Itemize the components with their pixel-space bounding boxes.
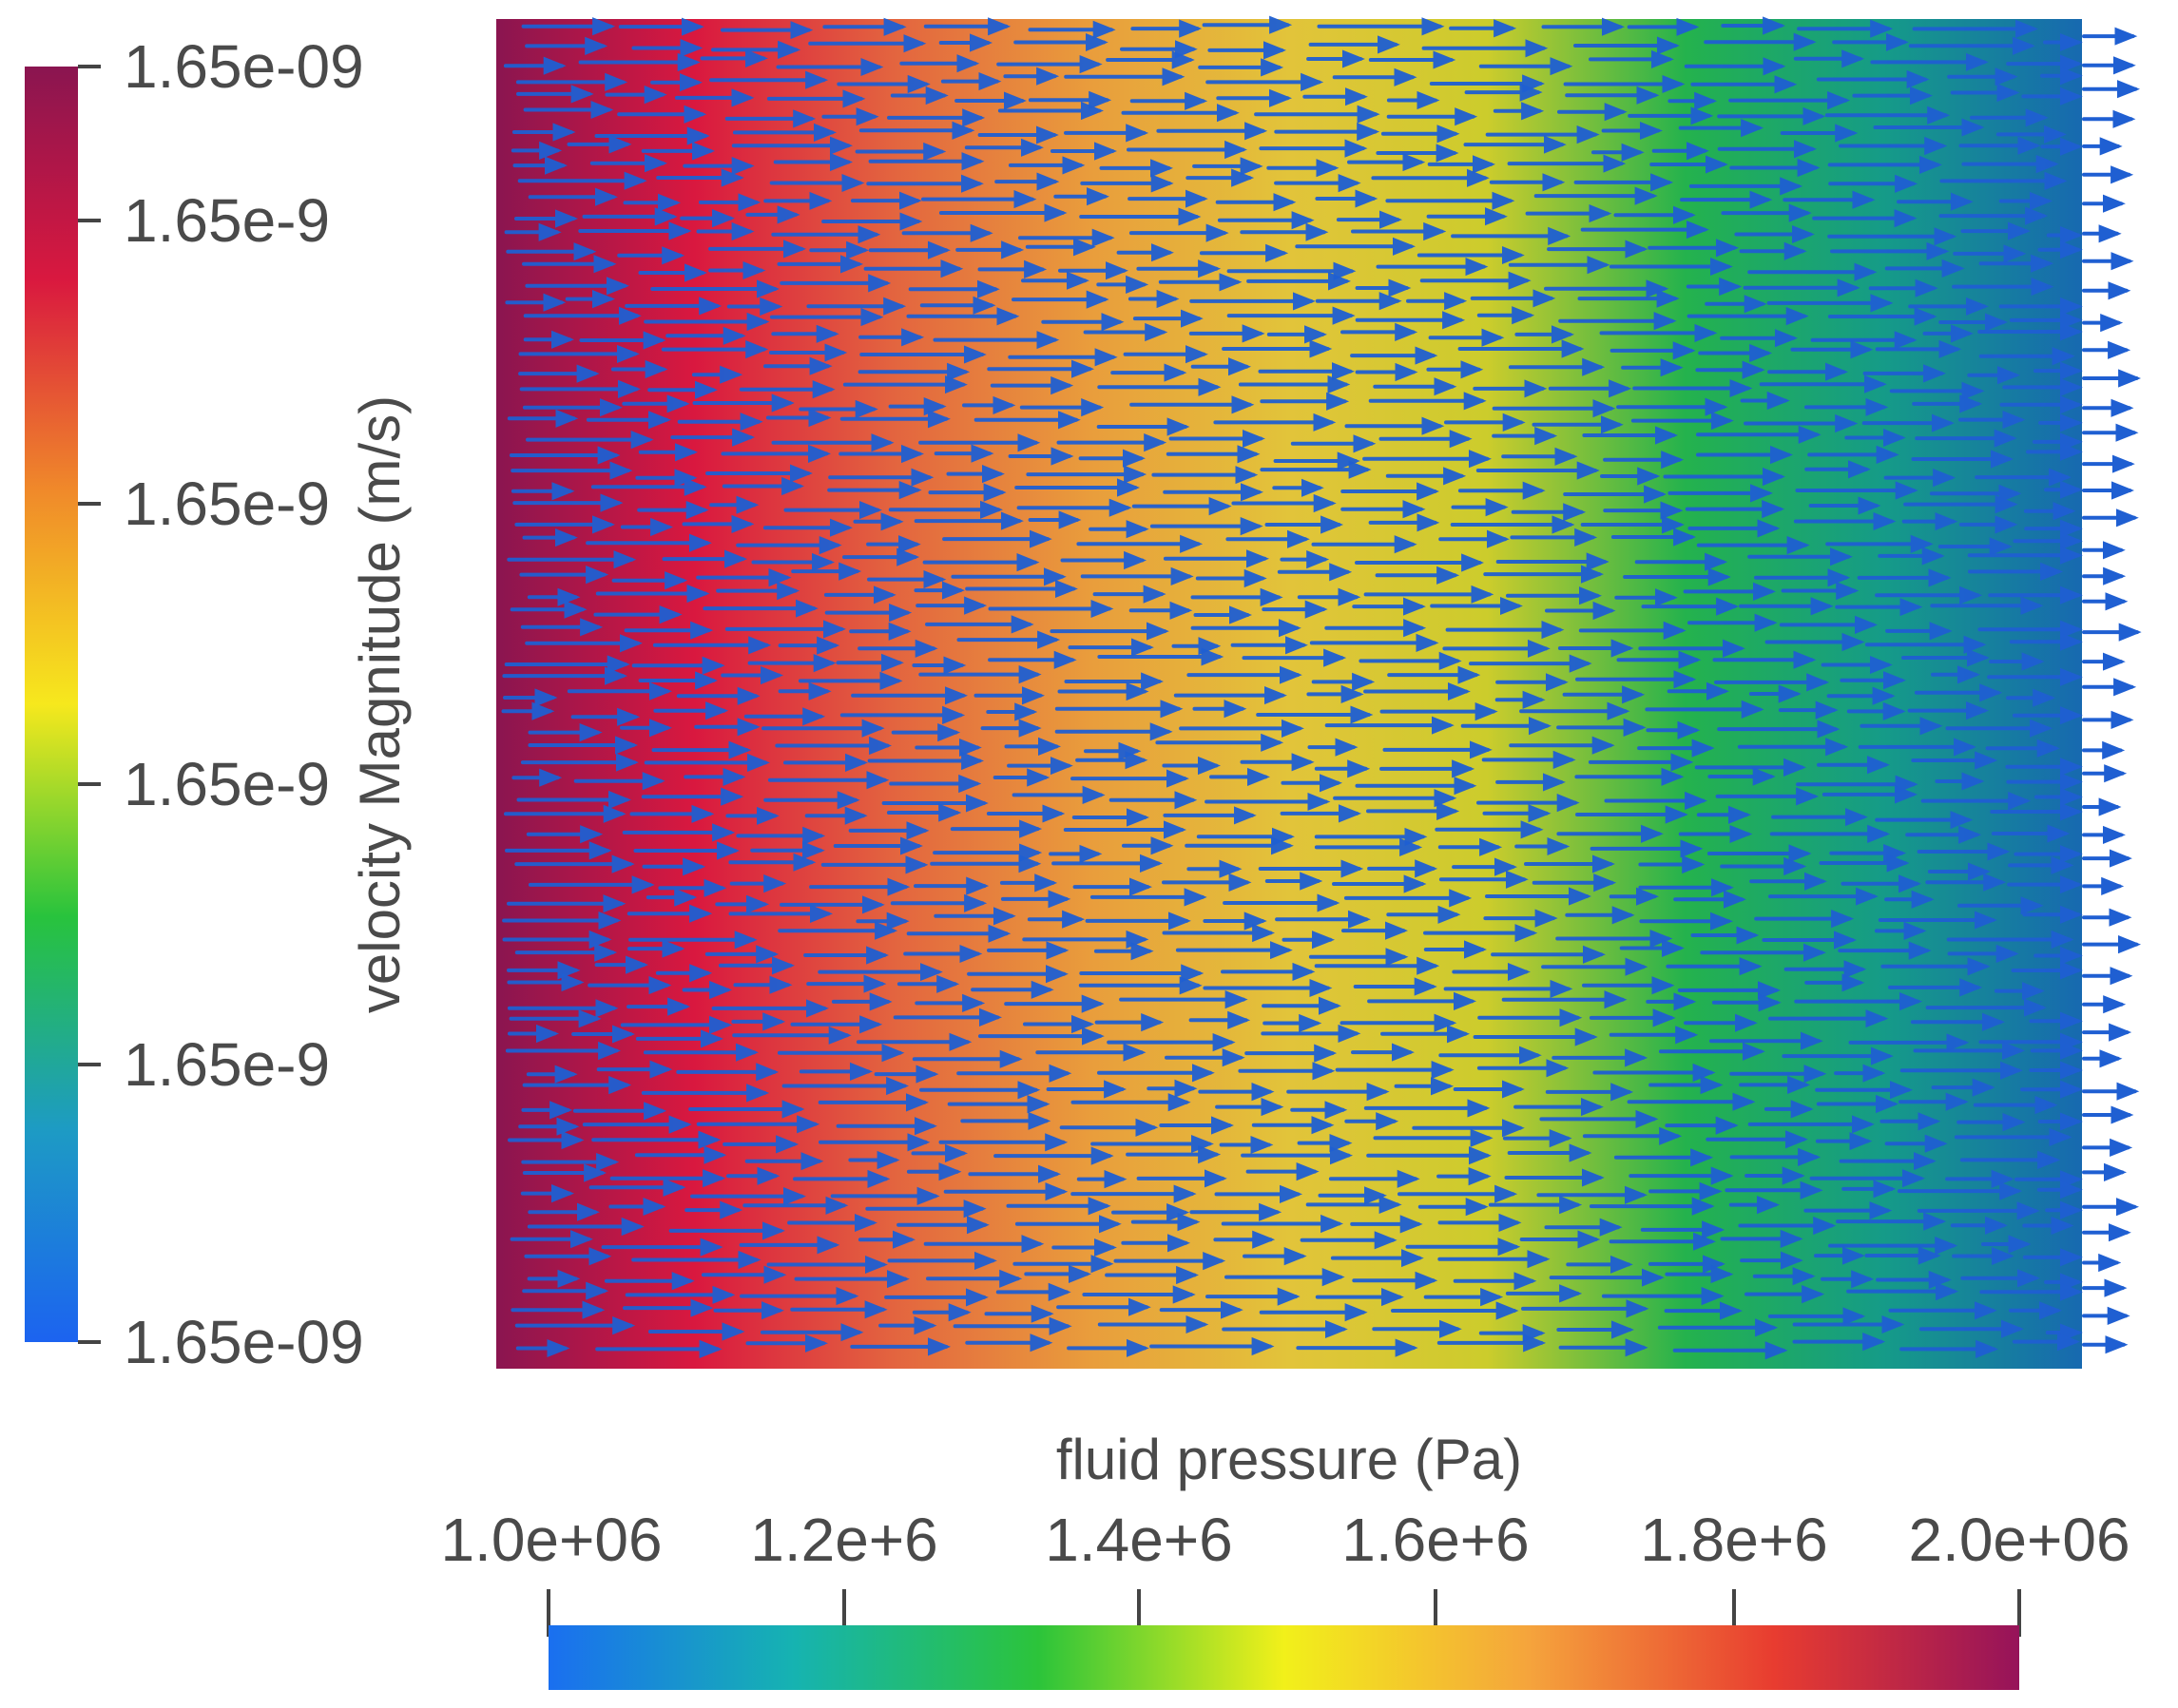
pressure-tick-label: 2.0e+06 xyxy=(1908,1506,2130,1574)
velocity-tick-label: 1.65e-9 xyxy=(124,1030,330,1099)
velocity-colorbar: 1.65e-09 1.65e-9 1.65e-9 1.65e-9 1.65e-9… xyxy=(25,32,412,1376)
pressure-colorbar-bar xyxy=(549,1625,2019,1690)
pressure-tick-label: 1.6e+6 xyxy=(1341,1506,1530,1574)
pressure-tick-label: 1.2e+6 xyxy=(750,1506,938,1574)
velocity-tick-label: 1.65e-9 xyxy=(124,470,330,538)
pressure-tick-label: 1.8e+6 xyxy=(1640,1506,1828,1574)
velocity-colorbar-title: velocity Magnitude (m/s) xyxy=(348,395,412,1013)
pressure-colorbar: fluid pressure (Pa) 1.0e+06 1.2e+6 1.4e+… xyxy=(440,1428,2130,1690)
velocity-tick-label: 1.65e-09 xyxy=(124,32,364,101)
velocity-tick-label: 1.65e-09 xyxy=(124,1308,364,1376)
velocity-colorbar-ticks: 1.65e-09 1.65e-9 1.65e-9 1.65e-9 1.65e-9… xyxy=(78,32,364,1376)
velocity-vector-field xyxy=(501,15,2142,1360)
velocity-colorbar-bar xyxy=(25,67,78,1342)
field-panel xyxy=(496,15,2142,1369)
velocity-tick-label: 1.65e-9 xyxy=(124,186,330,255)
pressure-tick-label: 1.0e+06 xyxy=(440,1506,662,1574)
pressure-tick-label: 1.4e+6 xyxy=(1045,1506,1233,1574)
velocity-tick-label: 1.65e-9 xyxy=(124,750,330,818)
pressure-colorbar-title: fluid pressure (Pa) xyxy=(1056,1428,1522,1491)
